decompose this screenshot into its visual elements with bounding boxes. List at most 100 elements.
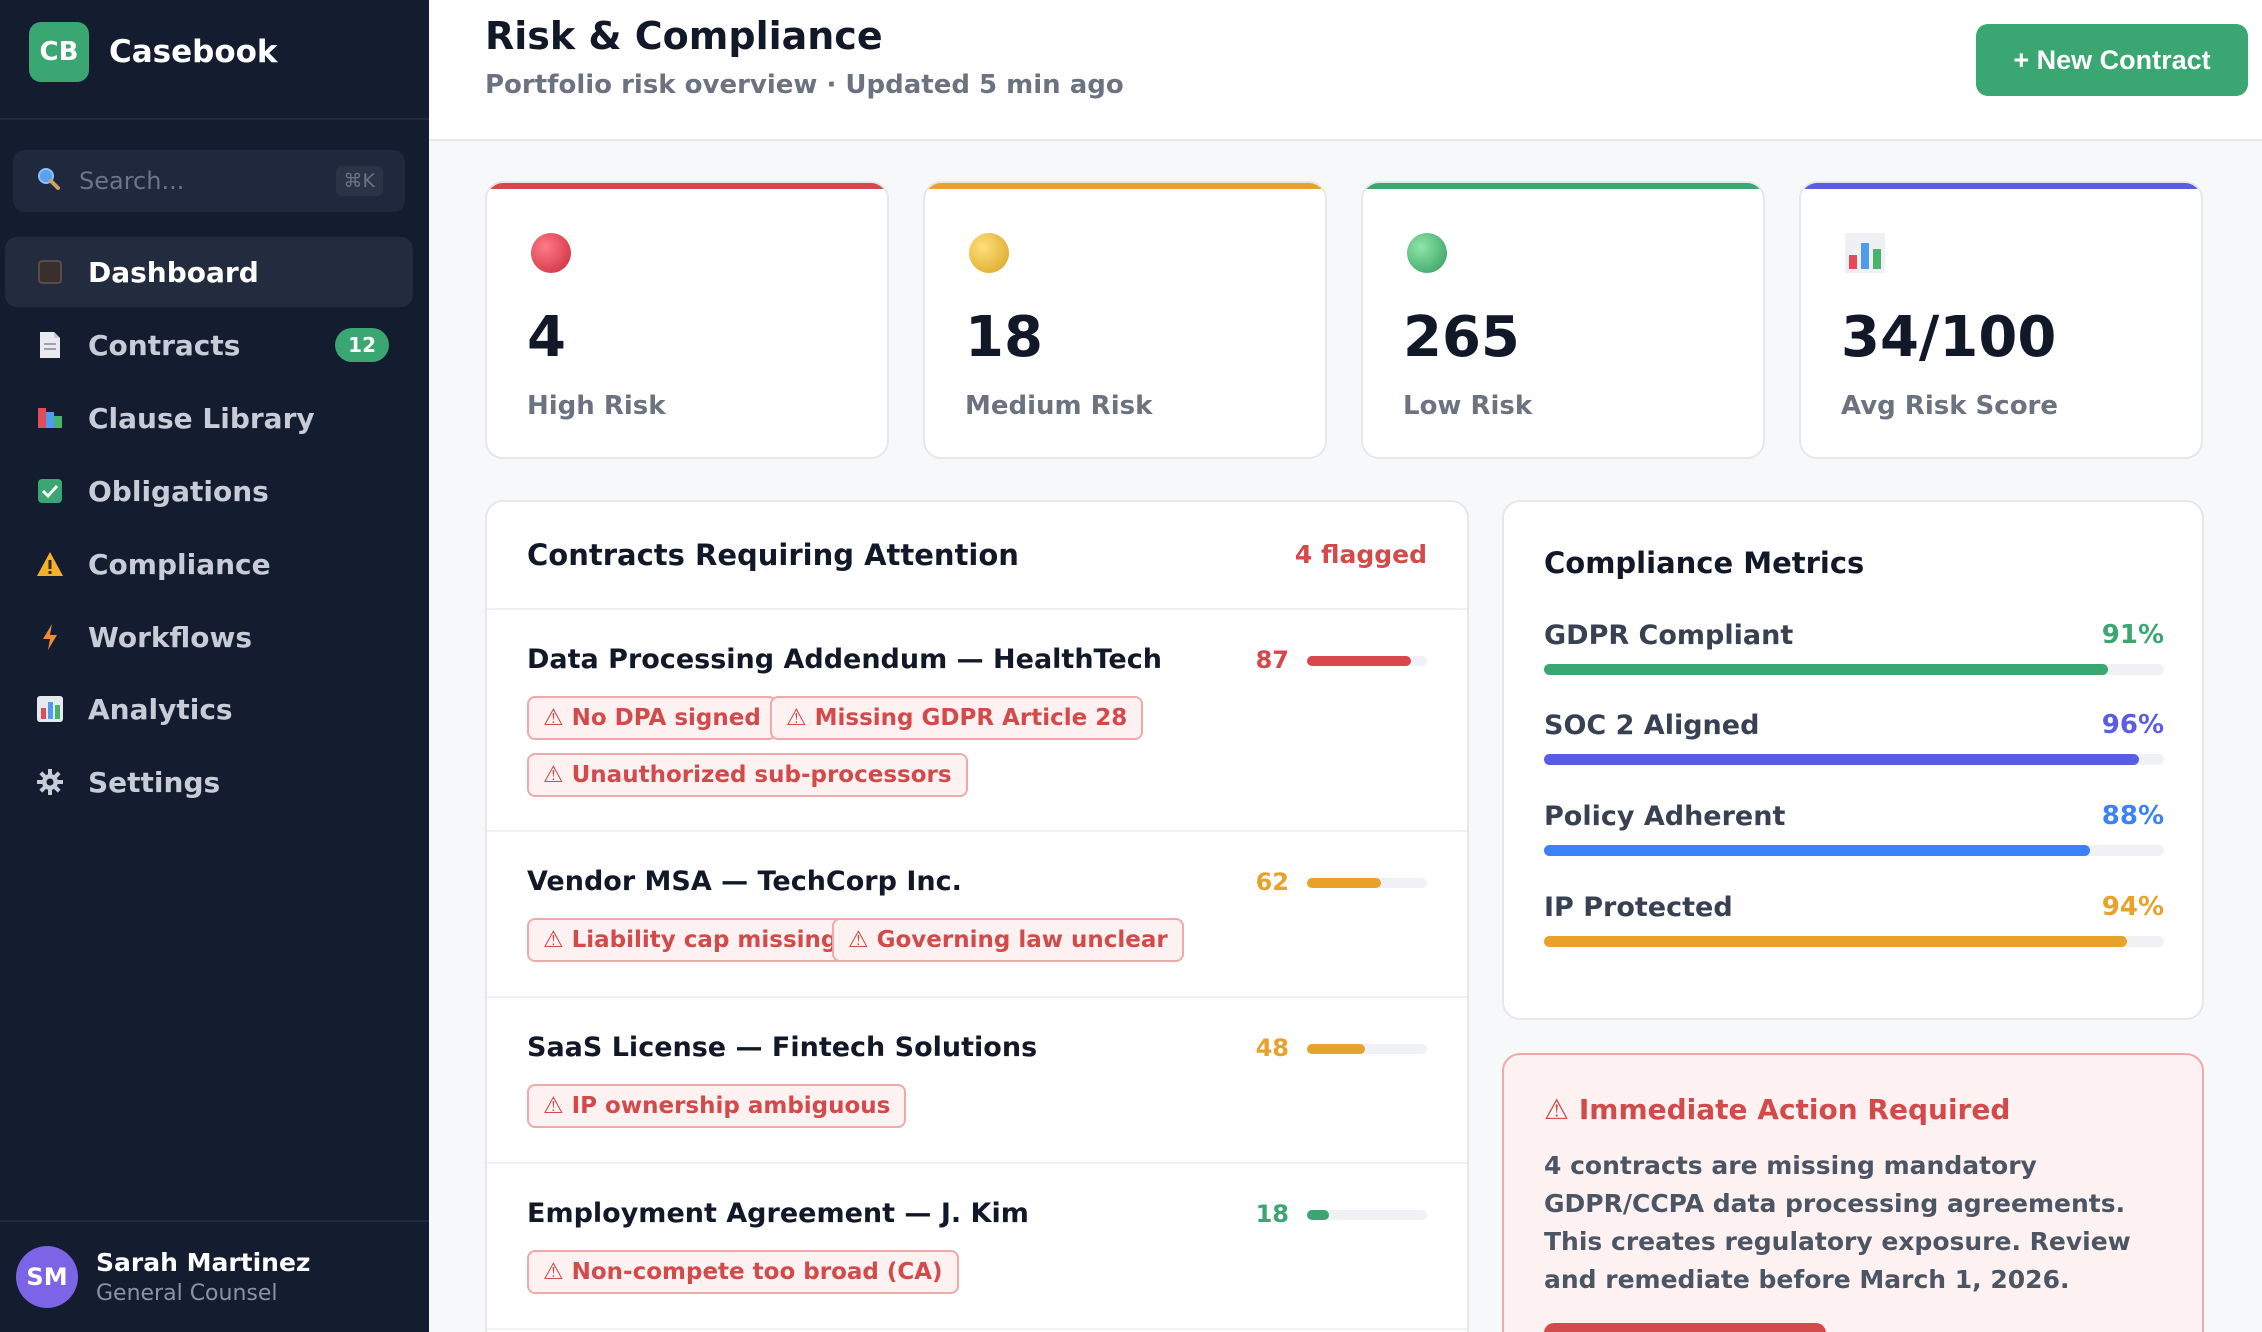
metric-bar-fill [1544,845,2090,856]
metric-bar [1544,845,2164,856]
stat-accent-bar [1363,183,1763,189]
stat-value: 265 [1403,305,1520,370]
sidebar-item-label: Obligations [88,474,269,508]
sidebar: CB Casebook Search... ⌘K Dashboard Contr… [0,0,429,1332]
red-circle-icon [531,233,571,273]
brand[interactable]: CB Casebook [29,22,278,82]
stat-accent-bar [925,183,1325,189]
risk-score: 87 [1255,646,1289,674]
sidebar-item-dashboard[interactable]: Dashboard [5,237,413,307]
metric-bar-fill [1544,936,2127,947]
contract-row[interactable]: Data Processing Addendum — HealthTech 87… [487,610,1467,832]
sidebar-item-label: Clause Library [88,401,315,435]
stat-label: High Risk [527,391,666,421]
issue-tag: ⚠ Non-compete too broad (CA) [527,1250,959,1294]
sidebar-item-compliance[interactable]: Compliance [5,529,413,599]
avatar: SM [16,1246,78,1308]
warning-icon [32,551,68,577]
metric-label: GDPR Compliant [1544,620,1794,651]
risk-score-bar [1307,1210,1427,1220]
contract-row[interactable]: SaaS License — Fintech Solutions 48 ⚠ IP… [487,998,1467,1164]
metric-bar [1544,754,2164,765]
user-profile[interactable]: SM Sarah Martinez General Counsel [0,1220,429,1332]
search-box[interactable]: Search... ⌘K [13,150,405,212]
metric-bar-fill [1544,664,2109,675]
green-circle-icon [1407,233,1447,273]
books-icon [32,404,68,432]
risk-score-fill [1307,878,1382,888]
sidebar-item-label: Compliance [88,547,271,581]
contract-name[interactable]: Employment Agreement — J. Kim [527,1198,1029,1229]
new-contract-button[interactable]: + New Contract [1976,24,2248,96]
user-name: Sarah Martinez [96,1248,311,1277]
alert-message: 4 contracts are missing mandatory GDPR/C… [1544,1151,2131,1294]
stat-card-high-risk[interactable]: 4 High Risk [485,181,889,459]
stat-value: 34/100 [1841,305,2057,370]
alert-action-button[interactable] [1544,1323,1826,1332]
sidebar-item-label: Analytics [88,692,233,726]
contract-row[interactable]: Vendor MSA — TechCorp Inc. 62 ⚠ Liabilit… [487,832,1467,998]
user-role: General Counsel [96,1281,278,1306]
alert-title: ⚠ Immediate Action Required [1544,1093,2011,1126]
sidebar-item-label: Dashboard [88,255,259,289]
metric-percent: 94% [2101,892,2164,922]
page-subtitle: Portfolio risk overview · Updated 5 min … [485,70,1124,100]
stat-accent-bar [1801,183,2201,189]
stat-value: 18 [965,305,1043,370]
sidebar-item-contracts[interactable]: Contracts 12 [5,310,413,380]
checkbox-icon [32,478,68,504]
issue-tag: ⚠ Unauthorized sub-processors [527,753,968,797]
search-icon [35,165,65,197]
contract-name[interactable]: SaaS License — Fintech Solutions [527,1032,1038,1063]
issue-tag: ⚠ No DPA signed [527,696,777,740]
metric-percent: 96% [2101,710,2164,740]
risk-score-bar [1307,1044,1427,1054]
metric-bar-fill [1544,754,2140,765]
issue-tag: ⚠ Missing GDPR Article 28 [770,696,1144,740]
stat-label: Medium Risk [965,391,1153,421]
search-shortcut: ⌘K [335,166,383,196]
issue-tag: ⚠ IP ownership ambiguous [527,1084,907,1128]
contracts-count-badge: 12 [335,328,389,362]
stat-label: Low Risk [1403,391,1533,421]
contract-name[interactable]: Vendor MSA — TechCorp Inc. [527,866,962,897]
risk-score: 48 [1255,1034,1289,1062]
stat-label: Avg Risk Score [1841,391,2059,421]
immediate-action-alert: ⚠ Immediate Action Required 4 contracts … [1502,1053,2204,1332]
sidebar-item-label: Settings [88,765,221,799]
metric-label: IP Protected [1544,892,1733,923]
panel-header: Contracts Requiring Attention 4 flagged [487,502,1467,610]
yellow-circle-icon [969,233,1009,273]
sidebar-item-workflows[interactable]: Workflows [5,602,413,672]
bar-chart-icon [1845,233,1885,273]
contract-row[interactable]: Employment Agreement — J. Kim 18 ⚠ Non-c… [487,1164,1467,1330]
metric-percent: 91% [2101,620,2164,650]
search-input[interactable]: Search... [79,167,185,195]
sidebar-item-obligations[interactable]: Obligations [5,456,413,526]
stat-card-avg-risk-score[interactable]: 34/100 Avg Risk Score [1799,181,2203,459]
contract-name[interactable]: Data Processing Addendum — HealthTech [527,644,1162,675]
sidebar-item-analytics[interactable]: Analytics [5,674,413,744]
sidebar-item-label: Contracts [88,328,241,362]
risk-score-fill [1307,1044,1365,1054]
stat-card-low-risk[interactable]: 265 Low Risk [1361,181,1765,459]
risk-score-bar [1307,878,1427,888]
metric-percent: 88% [2101,801,2164,831]
metric-label: SOC 2 Aligned [1544,710,1760,741]
sidebar-item-settings[interactable]: Settings [5,747,413,817]
stat-value: 4 [527,305,566,370]
risk-score-bar [1307,656,1427,666]
risk-score-fill [1307,656,1412,666]
panel-title: Compliance Metrics [1544,546,1865,580]
page-title: Risk & Compliance [485,14,883,58]
gear-icon [32,768,68,796]
brand-name: Casebook [109,34,278,70]
metric-bar [1544,664,2164,675]
stat-card-medium-risk[interactable]: 18 Medium Risk [923,181,1327,459]
flagged-count: 4 flagged [1294,540,1427,569]
sidebar-item-clause-library[interactable]: Clause Library [5,383,413,453]
compliance-metrics-panel: Compliance Metrics GDPR Compliant 91% SO… [1502,500,2204,1020]
stat-accent-bar [487,183,887,189]
issue-tag: ⚠ Governing law unclear [832,918,1184,962]
contracts-attention-panel: Contracts Requiring Attention 4 flagged … [485,500,1469,1332]
